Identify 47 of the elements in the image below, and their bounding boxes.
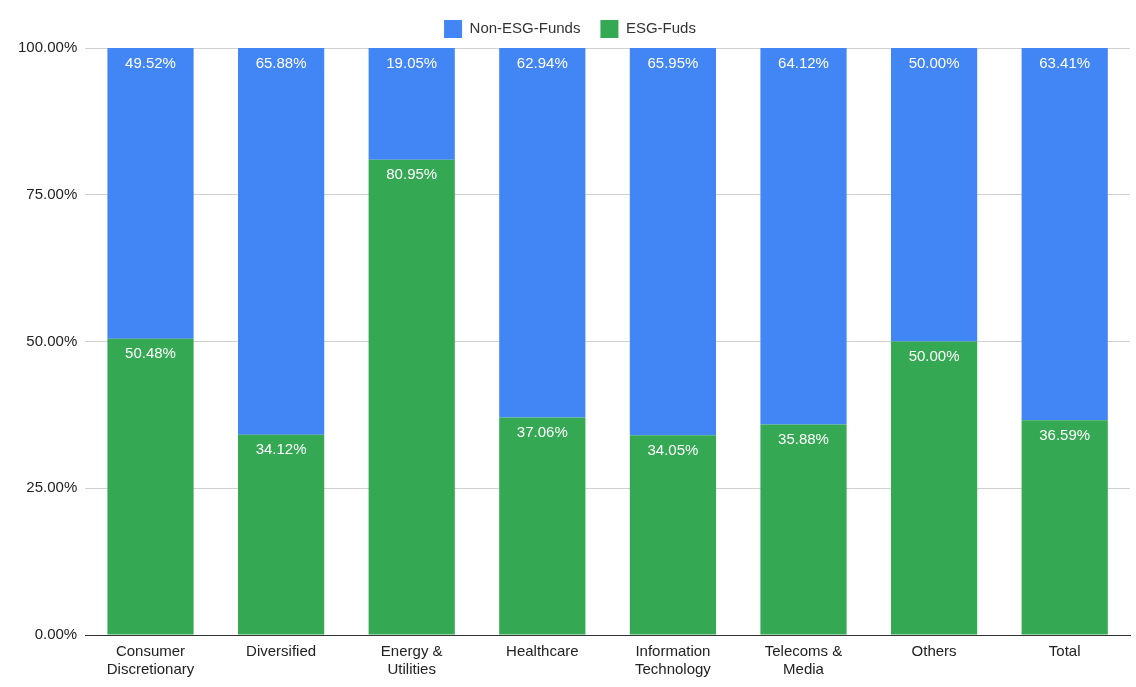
bar (238, 434, 325, 635)
bar (238, 48, 325, 435)
x-tick-label: Others (911, 642, 957, 660)
data-label: 35.88% (778, 430, 829, 448)
y-tick-label: 50.00% (26, 331, 78, 349)
bar (499, 48, 586, 418)
x-tick-label: Healthcare (506, 642, 579, 660)
data-label: 50.48% (125, 344, 176, 362)
data-label: 62.94% (516, 53, 568, 71)
data-label: 19.05% (386, 53, 438, 71)
legend-label: ESG-Fuds (625, 19, 696, 37)
bar (107, 338, 194, 635)
bar (891, 48, 978, 342)
data-label: 50.00% (908, 347, 960, 365)
data-label: 36.59% (1039, 425, 1091, 443)
bar (629, 435, 716, 635)
data-label: 49.52% (125, 53, 176, 71)
data-label: 50.00% (908, 53, 960, 71)
data-label: 34.12% (255, 440, 307, 458)
legend-label: Non-ESG-Funds (469, 19, 581, 37)
x-tick-label: Diversified (246, 642, 317, 660)
x-tick-label: Energy & Utilities (380, 642, 443, 678)
bar (499, 417, 586, 635)
y-tick-label: 75.00% (26, 184, 78, 202)
bar (891, 341, 978, 635)
bar (629, 48, 716, 436)
x-tick-label: Information Technology (634, 642, 712, 678)
data-label: 37.06% (516, 423, 568, 441)
x-tick-label: Telecoms & Media (764, 642, 843, 678)
data-label: 34.05% (647, 440, 699, 458)
bar (368, 159, 455, 635)
data-label: 65.88% (255, 53, 307, 71)
y-tick-label: 0.00% (34, 625, 78, 643)
data-label: 65.95% (647, 53, 699, 71)
bar (1021, 48, 1108, 421)
data-label: 80.95% (386, 165, 438, 183)
x-tick-label: Total (1048, 642, 1081, 660)
bar (1021, 420, 1108, 635)
y-tick-label: 25.00% (26, 478, 78, 496)
bar (368, 48, 455, 160)
y-tick-label: 100.00% (18, 38, 78, 56)
x-tick-label: Consumer Discretionary (106, 642, 195, 678)
bar (760, 48, 847, 425)
bar (107, 48, 194, 339)
data-label: 63.41% (1039, 53, 1091, 71)
data-label: 64.12% (778, 53, 829, 71)
bar (760, 424, 847, 635)
